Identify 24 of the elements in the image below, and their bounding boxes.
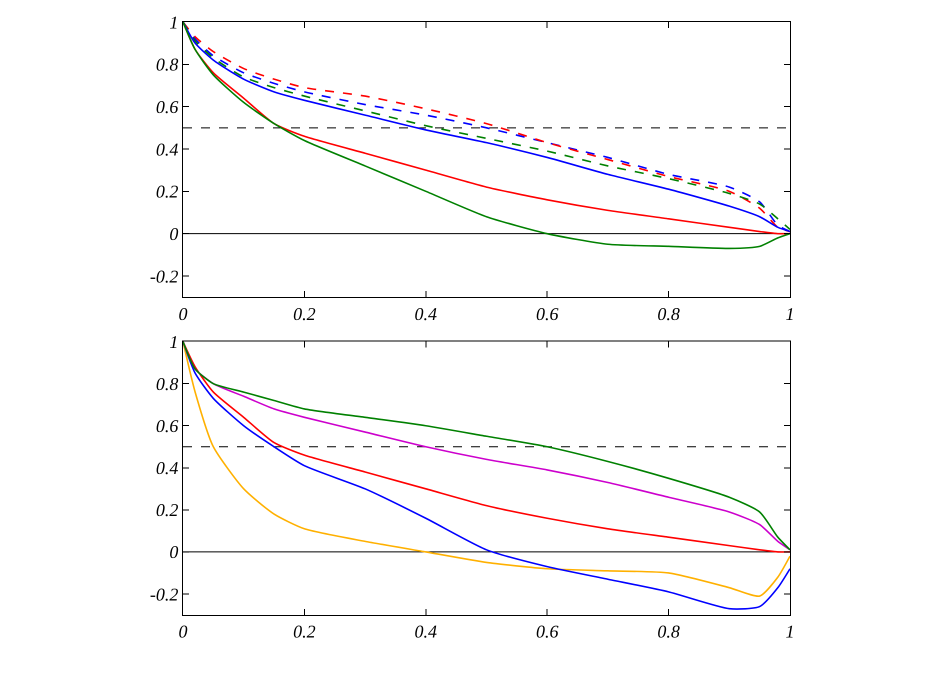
x-tick-label: 1 bbox=[786, 622, 794, 642]
y-tick-label: 1 bbox=[169, 12, 178, 32]
x-tick-label: 0.8 bbox=[657, 622, 680, 642]
x-tick-label: 0.2 bbox=[293, 622, 316, 642]
x-tick-label: 0.8 bbox=[657, 304, 680, 324]
y-tick-label: 0.4 bbox=[156, 139, 178, 160]
y-tick-label: 0.4 bbox=[156, 458, 178, 478]
y-tick-label: 0.6 bbox=[156, 416, 178, 436]
x-tick-label: 0.4 bbox=[414, 304, 438, 324]
y-tick-label: 0.8 bbox=[156, 374, 178, 394]
x-tick-label: 1 bbox=[786, 304, 794, 324]
x-tick-label: 0.6 bbox=[536, 622, 558, 642]
x-tick-label: 0.4 bbox=[414, 622, 438, 642]
y-tick-label: 0.6 bbox=[156, 96, 178, 117]
y-tick-label: 0 bbox=[169, 542, 178, 562]
y-tick-label: 0.8 bbox=[156, 54, 178, 75]
y-tick-label: -0.2 bbox=[150, 584, 178, 604]
y-tick-label: 1 bbox=[169, 332, 178, 352]
x-tick-label: 0.6 bbox=[536, 304, 558, 324]
y-tick-label: 0 bbox=[169, 224, 178, 244]
y-tick-label: 0.2 bbox=[156, 500, 178, 520]
y-tick-label: 0.2 bbox=[156, 182, 178, 202]
x-tick-label: 0.2 bbox=[293, 304, 316, 324]
y-tick-label: -0.2 bbox=[150, 266, 178, 286]
